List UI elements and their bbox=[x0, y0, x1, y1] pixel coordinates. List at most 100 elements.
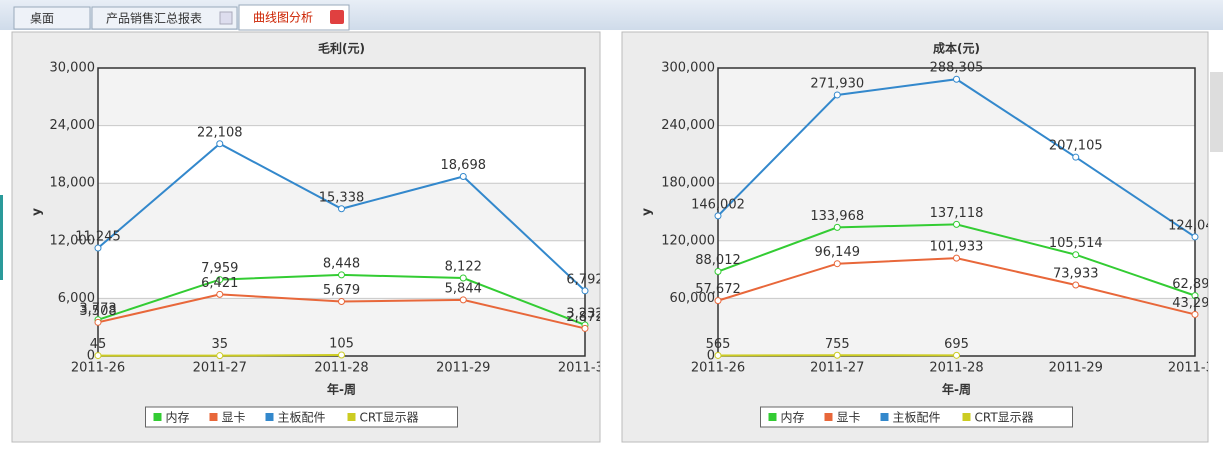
data-label: 288,305 bbox=[930, 61, 984, 76]
legend-label: 主板配件 bbox=[278, 411, 326, 425]
data-point bbox=[582, 288, 588, 294]
data-point bbox=[834, 224, 840, 230]
y-tick-label: 180,000 bbox=[661, 176, 715, 191]
data-point bbox=[834, 261, 840, 267]
y-axis-title: y bbox=[640, 208, 654, 216]
data-point bbox=[95, 319, 101, 325]
data-point bbox=[95, 245, 101, 251]
y-tick-label: 30,000 bbox=[50, 61, 96, 76]
data-label: 105,514 bbox=[1049, 236, 1103, 251]
data-label: 271,930 bbox=[810, 76, 864, 91]
legend-label: 内存 bbox=[166, 411, 190, 425]
data-point bbox=[460, 275, 466, 281]
y-tick-label: 300,000 bbox=[661, 61, 715, 76]
data-point bbox=[954, 76, 960, 82]
tab-close[interactable] bbox=[330, 10, 344, 24]
data-point bbox=[1192, 311, 1198, 317]
data-label: 124,040 bbox=[1168, 218, 1222, 233]
data-point bbox=[460, 173, 466, 179]
data-label: 35 bbox=[211, 337, 228, 352]
data-point bbox=[217, 353, 223, 359]
data-point bbox=[1073, 282, 1079, 288]
data-label: 96,149 bbox=[815, 245, 861, 260]
x-tick-label: 2011-27 bbox=[193, 361, 247, 376]
data-point bbox=[1073, 252, 1079, 258]
x-tick-label: 2011-28 bbox=[314, 361, 368, 376]
legend-swatch bbox=[963, 413, 971, 421]
data-label: 11,245 bbox=[75, 230, 121, 245]
data-label: 62,890 bbox=[1172, 277, 1218, 292]
data-point bbox=[715, 269, 721, 275]
data-point bbox=[217, 141, 223, 147]
data-point bbox=[715, 352, 721, 358]
x-tick-label: 2011-27 bbox=[810, 361, 864, 376]
data-point bbox=[217, 291, 223, 297]
y-tick-label: 240,000 bbox=[661, 118, 715, 133]
data-point bbox=[1073, 154, 1079, 160]
data-point bbox=[954, 221, 960, 227]
data-point bbox=[339, 352, 345, 358]
chart-title: 成本(元) bbox=[933, 41, 980, 56]
data-label: 8,122 bbox=[445, 260, 482, 275]
data-label: 695 bbox=[944, 337, 969, 352]
data-label: 88,012 bbox=[695, 253, 741, 268]
data-label: 565 bbox=[706, 337, 731, 352]
x-tick-label: 2011-29 bbox=[436, 361, 490, 376]
data-point bbox=[715, 213, 721, 219]
data-label: 15,338 bbox=[319, 190, 365, 205]
legend-swatch bbox=[348, 413, 356, 421]
data-label: 73,933 bbox=[1053, 267, 1099, 282]
data-label: 6,421 bbox=[201, 276, 238, 291]
data-point bbox=[339, 272, 345, 278]
legend-label: 主板配件 bbox=[893, 411, 941, 425]
legend-swatch bbox=[769, 413, 777, 421]
data-point bbox=[339, 206, 345, 212]
x-tick-label: 2011-30 bbox=[558, 361, 612, 376]
data-label: 105 bbox=[329, 336, 354, 351]
legend-swatch bbox=[881, 413, 889, 421]
legend-label: 显卡 bbox=[222, 411, 246, 425]
chart-title: 毛利(元) bbox=[318, 41, 365, 56]
x-axis-title: 年-周 bbox=[942, 382, 971, 397]
data-label: 8,448 bbox=[323, 256, 360, 271]
y-tick-label: 18,000 bbox=[50, 176, 96, 191]
data-label: 45 bbox=[90, 337, 107, 352]
data-point bbox=[954, 352, 960, 358]
tab-close[interactable] bbox=[220, 12, 232, 24]
plot-band bbox=[98, 68, 585, 126]
data-point bbox=[954, 255, 960, 261]
tab-label: 产品销售汇总报表 bbox=[106, 11, 202, 26]
data-label: 3,508 bbox=[79, 304, 116, 319]
side-marker bbox=[0, 195, 3, 280]
legend-label: 显卡 bbox=[837, 411, 861, 425]
data-label: 755 bbox=[825, 337, 850, 352]
data-label: 22,108 bbox=[197, 125, 243, 140]
y-tick-label: 24,000 bbox=[50, 118, 96, 133]
y-axis-title: y bbox=[30, 208, 44, 216]
data-label: 57,672 bbox=[695, 282, 741, 297]
data-label: 5,679 bbox=[323, 283, 360, 298]
x-tick-label: 2011-28 bbox=[929, 361, 983, 376]
legend-label: CRT显示器 bbox=[360, 411, 419, 425]
legend-label: 内存 bbox=[781, 411, 805, 425]
x-tick-label: 2011-29 bbox=[1049, 361, 1103, 376]
data-label: 101,933 bbox=[930, 240, 984, 255]
x-tick-label: 2011-26 bbox=[691, 361, 745, 376]
data-label: 5,844 bbox=[445, 281, 482, 296]
x-axis-title: 年-周 bbox=[327, 382, 356, 397]
data-label: 6,792 bbox=[566, 272, 603, 287]
legend-swatch bbox=[210, 413, 218, 421]
data-label: 207,105 bbox=[1049, 139, 1103, 154]
x-tick-label: 2011-26 bbox=[71, 361, 125, 376]
data-label: 146,002 bbox=[691, 197, 745, 212]
data-label: 43,290 bbox=[1172, 296, 1218, 311]
data-label: 133,968 bbox=[810, 209, 864, 224]
legend-label: CRT显示器 bbox=[975, 411, 1034, 425]
data-point bbox=[460, 297, 466, 303]
data-point bbox=[582, 325, 588, 331]
legend-swatch bbox=[266, 413, 274, 421]
tab-label: 桌面 bbox=[30, 12, 54, 26]
data-point bbox=[834, 92, 840, 98]
